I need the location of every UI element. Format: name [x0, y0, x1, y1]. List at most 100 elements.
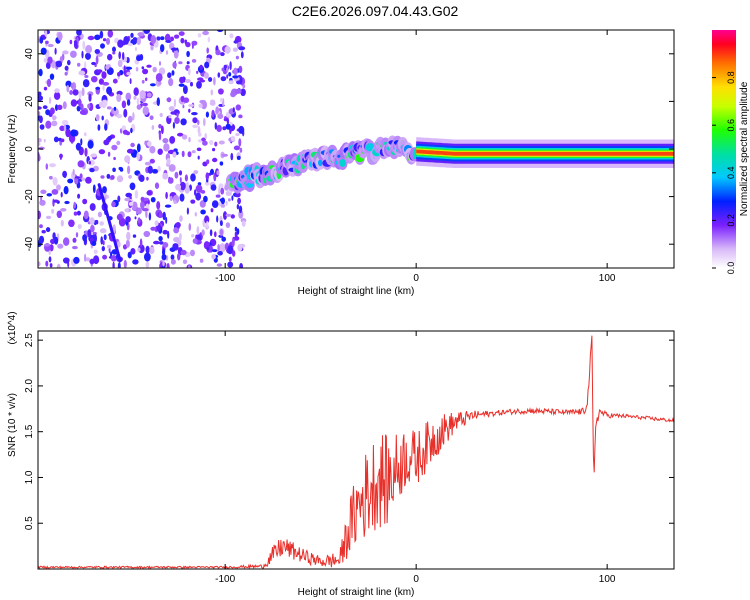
- noise-speck: [121, 100, 127, 109]
- noise-speck: [88, 161, 92, 165]
- noise-speck: [45, 163, 48, 170]
- noise-speck: [230, 135, 236, 142]
- noise-speck: [165, 50, 169, 55]
- noise-speck: [107, 135, 113, 141]
- noise-speck: [101, 246, 106, 252]
- noise-speck: [201, 229, 205, 236]
- noise-speck: [91, 61, 97, 66]
- noise-speck: [190, 81, 193, 87]
- noise-speck: [168, 164, 176, 172]
- noise-speck: [47, 56, 53, 64]
- noise-speck: [239, 147, 243, 153]
- noise-speck: [87, 35, 95, 41]
- noise-speck: [40, 189, 47, 194]
- noise-speck: [159, 61, 161, 66]
- noise-speck: [154, 220, 159, 227]
- noise-speck: [167, 72, 172, 79]
- snr-y-tick-label: 1.5: [24, 424, 35, 438]
- noise-speck: [187, 151, 192, 158]
- signal-blob: [318, 159, 323, 167]
- noise-speck: [152, 66, 157, 73]
- colorbar-ticks: 0.0 0.2 0.4 0.6 0.8: [712, 71, 736, 274]
- noise-speck: [140, 200, 145, 210]
- noise-speck: [162, 259, 165, 267]
- noise-speck: [156, 36, 161, 41]
- noise-speck: [130, 127, 133, 134]
- noise-speck: [203, 195, 208, 203]
- noise-speck: [195, 192, 202, 201]
- noise-speck: [162, 172, 169, 180]
- noise-speck: [53, 136, 59, 143]
- noise-speck: [38, 106, 42, 110]
- noise-speck: [111, 144, 118, 151]
- noise-speck: [70, 129, 77, 137]
- noise-speck: [79, 173, 83, 180]
- spectrogram-x-tick-label: -100: [215, 273, 235, 284]
- noise-speck: [102, 254, 108, 260]
- noise-speck: [49, 73, 55, 80]
- noise-speck: [145, 77, 148, 82]
- noise-speck: [39, 124, 45, 130]
- noise-speck: [170, 111, 176, 115]
- noise-speck: [123, 259, 127, 268]
- noise-speck: [44, 30, 48, 37]
- noise-speck: [123, 36, 130, 45]
- noise-speck: [106, 106, 112, 110]
- noise-speck: [116, 114, 123, 119]
- noise-speck: [191, 234, 195, 238]
- noise-speck: [201, 137, 207, 142]
- noise-speck: [82, 79, 90, 88]
- noise-speck: [99, 221, 104, 226]
- noise-speck: [134, 216, 137, 220]
- noise-speck: [127, 251, 132, 259]
- noise-speck: [52, 115, 57, 121]
- noise-speck: [206, 221, 209, 229]
- noise-speck: [77, 178, 83, 182]
- noise-speck: [229, 61, 232, 71]
- noise-speck: [43, 138, 46, 143]
- noise-speck: [90, 224, 95, 233]
- noise-speck: [70, 99, 78, 107]
- noise-speck: [127, 115, 133, 123]
- noise-speck: [235, 104, 241, 111]
- noise-speck: [148, 212, 152, 221]
- noise-speck: [219, 220, 223, 227]
- noise-speck: [210, 89, 214, 96]
- noise-speck: [166, 157, 171, 166]
- noise-speck: [202, 140, 208, 146]
- snr-frame: [37, 330, 675, 570]
- noise-speck: [73, 256, 80, 264]
- noise-speck: [39, 224, 43, 229]
- noise-speck: [38, 210, 41, 220]
- noise-speck: [45, 260, 49, 267]
- noise-speck: [98, 149, 106, 155]
- noise-speck: [110, 254, 117, 262]
- noise-speck: [60, 191, 63, 198]
- noise-speck: [140, 196, 145, 202]
- snr-marks: [38, 335, 674, 569]
- noise-speck: [188, 137, 191, 143]
- noise-speck: [209, 229, 213, 237]
- noise-speck: [132, 259, 139, 265]
- noise-speck: [81, 177, 86, 181]
- noise-speck: [214, 231, 217, 238]
- noise-speck: [216, 170, 220, 176]
- noise-speck: [130, 32, 134, 38]
- spectrogram-y-label: Frequency (Hz): [7, 115, 18, 184]
- noise-speck: [190, 249, 195, 257]
- noise-speck: [159, 112, 163, 118]
- noise-speck: [57, 243, 64, 249]
- noise-speck: [210, 184, 217, 191]
- noise-speck: [192, 124, 199, 129]
- noise-speck: [224, 46, 231, 54]
- noise-speck: [169, 136, 176, 144]
- noise-speck: [103, 234, 107, 241]
- noise-speck: [73, 201, 76, 209]
- noise-speck: [150, 197, 156, 203]
- noise-speck: [180, 118, 187, 126]
- noise-speck: [132, 234, 137, 238]
- noise-speck: [82, 40, 86, 50]
- noise-speck: [188, 223, 192, 231]
- noise-speck: [138, 174, 145, 182]
